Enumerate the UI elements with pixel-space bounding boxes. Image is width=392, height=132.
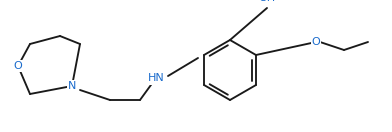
Text: OH: OH: [258, 0, 276, 3]
Text: O: O: [312, 37, 320, 47]
Text: O: O: [14, 61, 22, 71]
Text: N: N: [68, 81, 76, 91]
Text: HN: HN: [148, 73, 164, 83]
